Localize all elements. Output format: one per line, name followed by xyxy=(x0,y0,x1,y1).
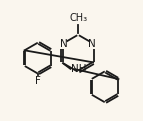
Text: F: F xyxy=(35,76,41,86)
Text: N: N xyxy=(60,39,68,49)
Text: CH₃: CH₃ xyxy=(69,13,87,23)
Text: N: N xyxy=(88,39,96,49)
Text: NH: NH xyxy=(71,64,87,74)
